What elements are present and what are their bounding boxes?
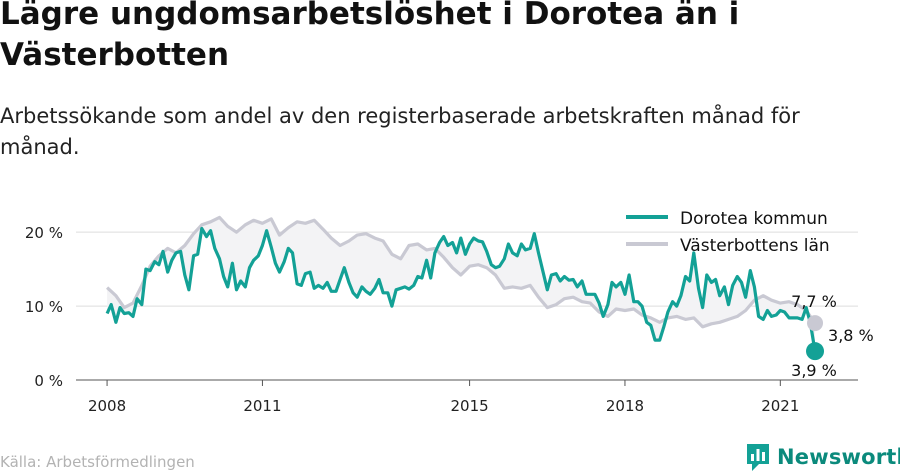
end-label-dorotea-prev: 7,7 % <box>791 292 837 311</box>
newsworthy-logo-icon <box>747 444 769 471</box>
x-tick-label: 2018 <box>606 397 644 415</box>
x-tick-label: 2011 <box>243 397 281 415</box>
x-tick-label: 2008 <box>88 397 126 415</box>
legend-label-dorotea: Dorotea kommun <box>680 209 828 229</box>
newsworthy-brand: Newsworthy <box>745 441 900 473</box>
y-tick-label: 10 % <box>25 298 63 316</box>
end-label-vasterbotten: 3,8 % <box>828 326 874 345</box>
y-tick-label: 20 % <box>25 224 63 242</box>
legend-label-vasterbotten: Västerbottens län <box>680 236 830 256</box>
x-tick-label: 2015 <box>450 397 488 415</box>
end-dot-vasterbotten <box>807 315 824 332</box>
gap-band <box>107 217 816 352</box>
gap-band-area <box>107 217 816 352</box>
chart-subtitle: Arbetssökande som andel av den registerb… <box>0 104 800 159</box>
y-tick-label: 0 % <box>34 372 63 390</box>
axes <box>76 379 858 386</box>
source-note: Källa: Arbetsförmedlingen <box>0 453 195 471</box>
brand-name: Newsworthy <box>777 445 900 469</box>
series-line-vasterbotten <box>106 215 817 329</box>
chart-title: Lägre ungdomsarbetslöshet i Dorotea än i… <box>0 0 740 73</box>
tick-labels: 0 % 10 % 20 % 2008 2011 2015 2018 2021 <box>25 224 800 415</box>
end-markers: 7,7 % 3,8 % 3,9 % <box>791 292 874 380</box>
end-label-dorotea: 3,9 % <box>791 361 837 380</box>
end-dot-dorotea <box>806 342 825 361</box>
series-lines <box>105 215 817 352</box>
series-line-dorotea <box>105 226 817 352</box>
x-tick-label: 2021 <box>761 397 799 415</box>
legend: Dorotea kommun Västerbottens län <box>626 209 830 256</box>
